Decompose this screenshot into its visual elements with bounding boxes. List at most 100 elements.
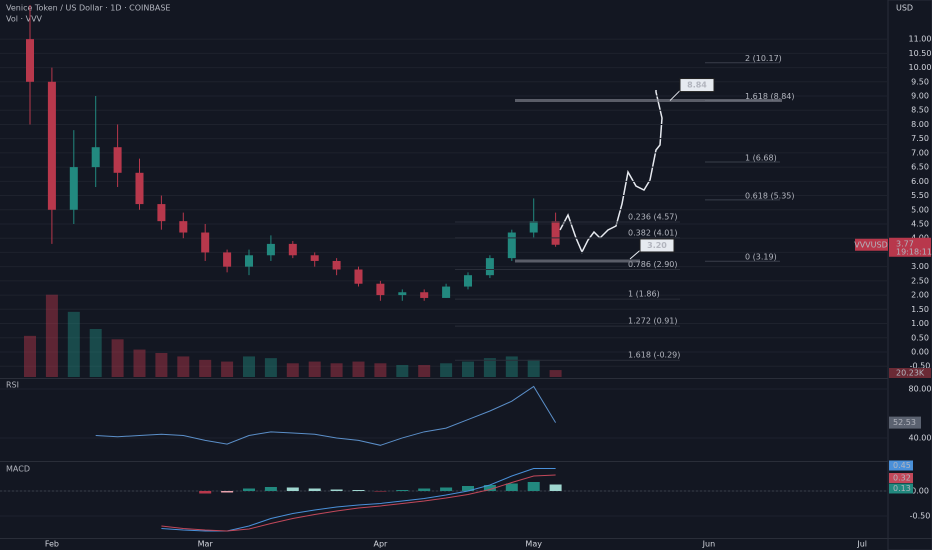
candle-body	[47, 81, 56, 210]
y-tick-label: 40.00	[909, 433, 932, 442]
volume-bar	[483, 358, 496, 377]
y-tick-label: 2.00	[911, 291, 929, 300]
y-tick-label: 1.00	[911, 319, 929, 328]
volume-bar	[111, 339, 124, 377]
candle-body	[266, 243, 275, 256]
histogram-bar	[396, 490, 409, 491]
volume-bar	[177, 356, 190, 377]
rsi-tag	[889, 416, 921, 429]
y-tick-label: 10.00	[909, 63, 932, 72]
x-tick-label: May	[525, 540, 542, 549]
x-tick-label: Feb	[45, 540, 59, 549]
fib-label: 0.382 (4.01)	[628, 228, 678, 237]
volume-bar	[67, 311, 80, 377]
candle-body	[551, 221, 560, 245]
candle-body	[332, 260, 341, 270]
volume-bar	[527, 359, 540, 377]
price-tag	[889, 237, 931, 257]
fib-label: 0 (3.19)	[745, 253, 777, 262]
histogram-bar	[199, 491, 212, 494]
macd-tag	[889, 460, 913, 471]
macd-line	[161, 474, 556, 532]
volume-bar	[133, 349, 146, 377]
candle-body	[442, 286, 451, 298]
candle-body	[420, 292, 429, 298]
candle-body	[91, 147, 100, 168]
histogram-bar	[221, 491, 234, 493]
volume-bar	[374, 363, 387, 377]
macd-tag-label: 0.45	[893, 461, 911, 470]
histogram-bar	[549, 484, 562, 491]
candle-body	[310, 255, 319, 261]
volume-label: Vol · VVV	[6, 15, 43, 24]
candle-body	[135, 172, 144, 205]
fib-label: 0.786 (2.90)	[628, 260, 678, 269]
y-tick-label: 5.50	[911, 191, 929, 200]
y-tick-label: 5.00	[911, 205, 929, 214]
y-tick-label: 11.00	[909, 35, 932, 44]
callout-label: 8.84	[687, 81, 707, 90]
fib-label: 2 (10.17)	[745, 54, 782, 63]
symbol-tag	[855, 238, 888, 251]
histogram-bar	[505, 483, 518, 491]
histogram-bar	[462, 486, 474, 491]
candle-body	[26, 39, 34, 82]
macd-title: MACD	[6, 465, 30, 474]
histogram-bar	[264, 487, 277, 491]
y-tick-label: 4.50	[911, 219, 929, 228]
fib-label: 0.236 (4.57)	[628, 213, 678, 222]
y-tick-label: 8.50	[911, 106, 929, 115]
candle-body	[485, 258, 494, 276]
y-tick-label: 9.50	[911, 77, 929, 86]
candle-body	[69, 167, 78, 210]
volume-bar	[352, 361, 365, 377]
y-tick-label: 1.50	[911, 305, 929, 314]
price-tag-label: 3.77	[896, 239, 914, 248]
x-tick-label: Jun	[702, 540, 716, 549]
rsi-line	[95, 385, 557, 446]
histogram-bar	[286, 487, 299, 491]
macd-tag	[889, 473, 913, 483]
candle-body	[464, 275, 472, 287]
candle-body	[507, 232, 516, 259]
volume-bar	[286, 363, 299, 377]
candle-body	[288, 243, 297, 256]
callout-box	[639, 238, 675, 253]
volume-bar	[505, 356, 518, 377]
y-tick-label: 10.50	[909, 49, 932, 58]
y-tick-label: 6.00	[911, 177, 929, 186]
histogram-tag-label: 0.13	[893, 484, 911, 493]
callout-label: 3.20	[647, 241, 667, 250]
chart-title: Venice Token / US Dollar · 1D · COINBASE	[6, 4, 170, 13]
y-tick-label: 0.00	[911, 487, 929, 496]
volume-bar	[199, 359, 212, 377]
volume-bar	[308, 361, 321, 377]
histogram-tag	[889, 483, 913, 494]
candle-body	[201, 232, 210, 253]
histogram-bar	[527, 482, 540, 491]
volume-tag-label: 20.23K	[896, 369, 925, 378]
fib-label: 1 (6.68)	[745, 153, 777, 162]
y-tick-label: 0.00	[911, 347, 929, 356]
rsi-tag-label: 52.53	[893, 418, 916, 427]
histogram-bar	[352, 490, 365, 491]
histogram-bar	[483, 485, 496, 491]
x-tick-label: Apr	[373, 540, 388, 549]
candle-body	[529, 221, 538, 233]
candle-body	[376, 283, 385, 296]
price-axis	[887, 0, 932, 550]
histogram-bar	[374, 491, 387, 492]
volume-bar	[264, 358, 277, 377]
y-tick-label: 7.00	[911, 148, 929, 157]
volume-bar	[24, 335, 36, 377]
volume-bar	[462, 361, 474, 377]
symbol-tag-label: VVVUSD	[854, 240, 888, 249]
histogram-bar	[440, 487, 453, 491]
candle-body	[223, 252, 232, 267]
candle-body	[113, 147, 122, 173]
rsi-title: RSI	[6, 381, 19, 390]
histogram-bar	[243, 488, 255, 491]
y-tick-label: -0.50	[910, 512, 931, 521]
